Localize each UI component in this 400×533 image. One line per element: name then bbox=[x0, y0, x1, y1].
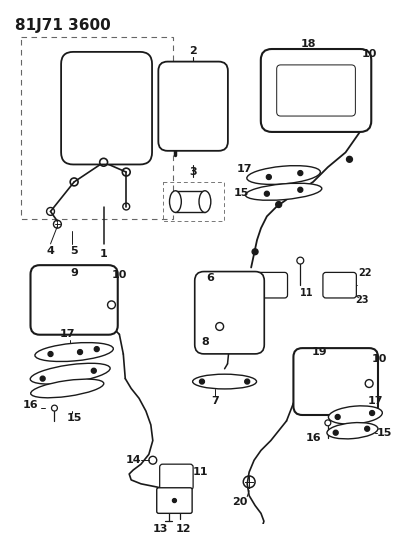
Ellipse shape bbox=[35, 343, 113, 361]
Text: 81J71 3600: 81J71 3600 bbox=[15, 18, 111, 33]
Text: 15: 15 bbox=[66, 413, 82, 423]
Circle shape bbox=[365, 426, 370, 431]
Circle shape bbox=[333, 430, 338, 435]
FancyBboxPatch shape bbox=[261, 49, 371, 132]
Text: 22: 22 bbox=[358, 269, 372, 278]
Text: 9: 9 bbox=[70, 269, 78, 278]
Text: 16: 16 bbox=[23, 400, 39, 410]
Text: 15: 15 bbox=[234, 188, 249, 198]
Text: 24: 24 bbox=[240, 280, 254, 290]
Text: 10: 10 bbox=[371, 354, 387, 364]
Text: 3: 3 bbox=[189, 167, 197, 177]
Circle shape bbox=[245, 379, 250, 384]
Text: 7: 7 bbox=[211, 396, 219, 406]
Text: 15: 15 bbox=[376, 427, 392, 438]
Circle shape bbox=[298, 171, 303, 175]
FancyBboxPatch shape bbox=[323, 272, 356, 298]
Circle shape bbox=[252, 249, 258, 255]
Circle shape bbox=[335, 415, 340, 419]
FancyBboxPatch shape bbox=[294, 348, 378, 415]
Text: 2: 2 bbox=[189, 46, 197, 56]
Text: 11: 11 bbox=[192, 467, 208, 477]
Ellipse shape bbox=[193, 374, 256, 389]
FancyBboxPatch shape bbox=[195, 271, 264, 354]
Bar bbox=[163, 182, 224, 221]
Ellipse shape bbox=[31, 379, 104, 398]
Text: 12: 12 bbox=[176, 524, 191, 533]
Ellipse shape bbox=[245, 183, 322, 200]
Ellipse shape bbox=[247, 166, 320, 184]
Text: 19: 19 bbox=[312, 347, 328, 357]
Ellipse shape bbox=[199, 191, 211, 213]
Circle shape bbox=[346, 156, 352, 162]
Text: 17: 17 bbox=[367, 396, 383, 406]
Ellipse shape bbox=[170, 191, 181, 213]
Circle shape bbox=[264, 191, 269, 196]
Circle shape bbox=[48, 352, 53, 357]
FancyBboxPatch shape bbox=[160, 464, 193, 490]
Text: 18: 18 bbox=[300, 39, 316, 49]
FancyBboxPatch shape bbox=[157, 488, 192, 513]
Text: 4: 4 bbox=[46, 246, 54, 256]
Text: 20: 20 bbox=[232, 497, 247, 506]
Text: 10: 10 bbox=[112, 270, 127, 280]
Text: 6: 6 bbox=[206, 273, 214, 284]
Circle shape bbox=[298, 187, 303, 192]
Ellipse shape bbox=[327, 423, 378, 439]
Text: 1: 1 bbox=[100, 249, 108, 259]
Text: 5: 5 bbox=[70, 246, 78, 256]
Circle shape bbox=[78, 350, 82, 354]
Text: 10: 10 bbox=[362, 49, 377, 59]
Text: 16: 16 bbox=[305, 433, 321, 442]
FancyBboxPatch shape bbox=[254, 272, 288, 298]
FancyBboxPatch shape bbox=[61, 52, 152, 165]
Circle shape bbox=[276, 201, 282, 207]
Text: 11: 11 bbox=[300, 288, 313, 298]
Circle shape bbox=[200, 379, 204, 384]
FancyBboxPatch shape bbox=[158, 62, 228, 151]
Ellipse shape bbox=[328, 406, 382, 424]
Text: 14: 14 bbox=[125, 455, 141, 465]
Circle shape bbox=[266, 174, 271, 180]
Text: 13: 13 bbox=[153, 524, 168, 533]
FancyBboxPatch shape bbox=[30, 265, 118, 335]
Text: 23: 23 bbox=[356, 295, 369, 305]
Circle shape bbox=[172, 498, 176, 503]
Text: 21: 21 bbox=[240, 293, 254, 303]
Text: 17: 17 bbox=[60, 329, 75, 340]
Circle shape bbox=[370, 410, 374, 416]
Circle shape bbox=[91, 368, 96, 373]
Circle shape bbox=[94, 346, 99, 352]
Text: 17: 17 bbox=[236, 164, 252, 174]
Circle shape bbox=[40, 376, 45, 381]
Text: 8: 8 bbox=[201, 337, 209, 347]
Ellipse shape bbox=[30, 364, 110, 384]
Bar bbox=[21, 37, 174, 219]
